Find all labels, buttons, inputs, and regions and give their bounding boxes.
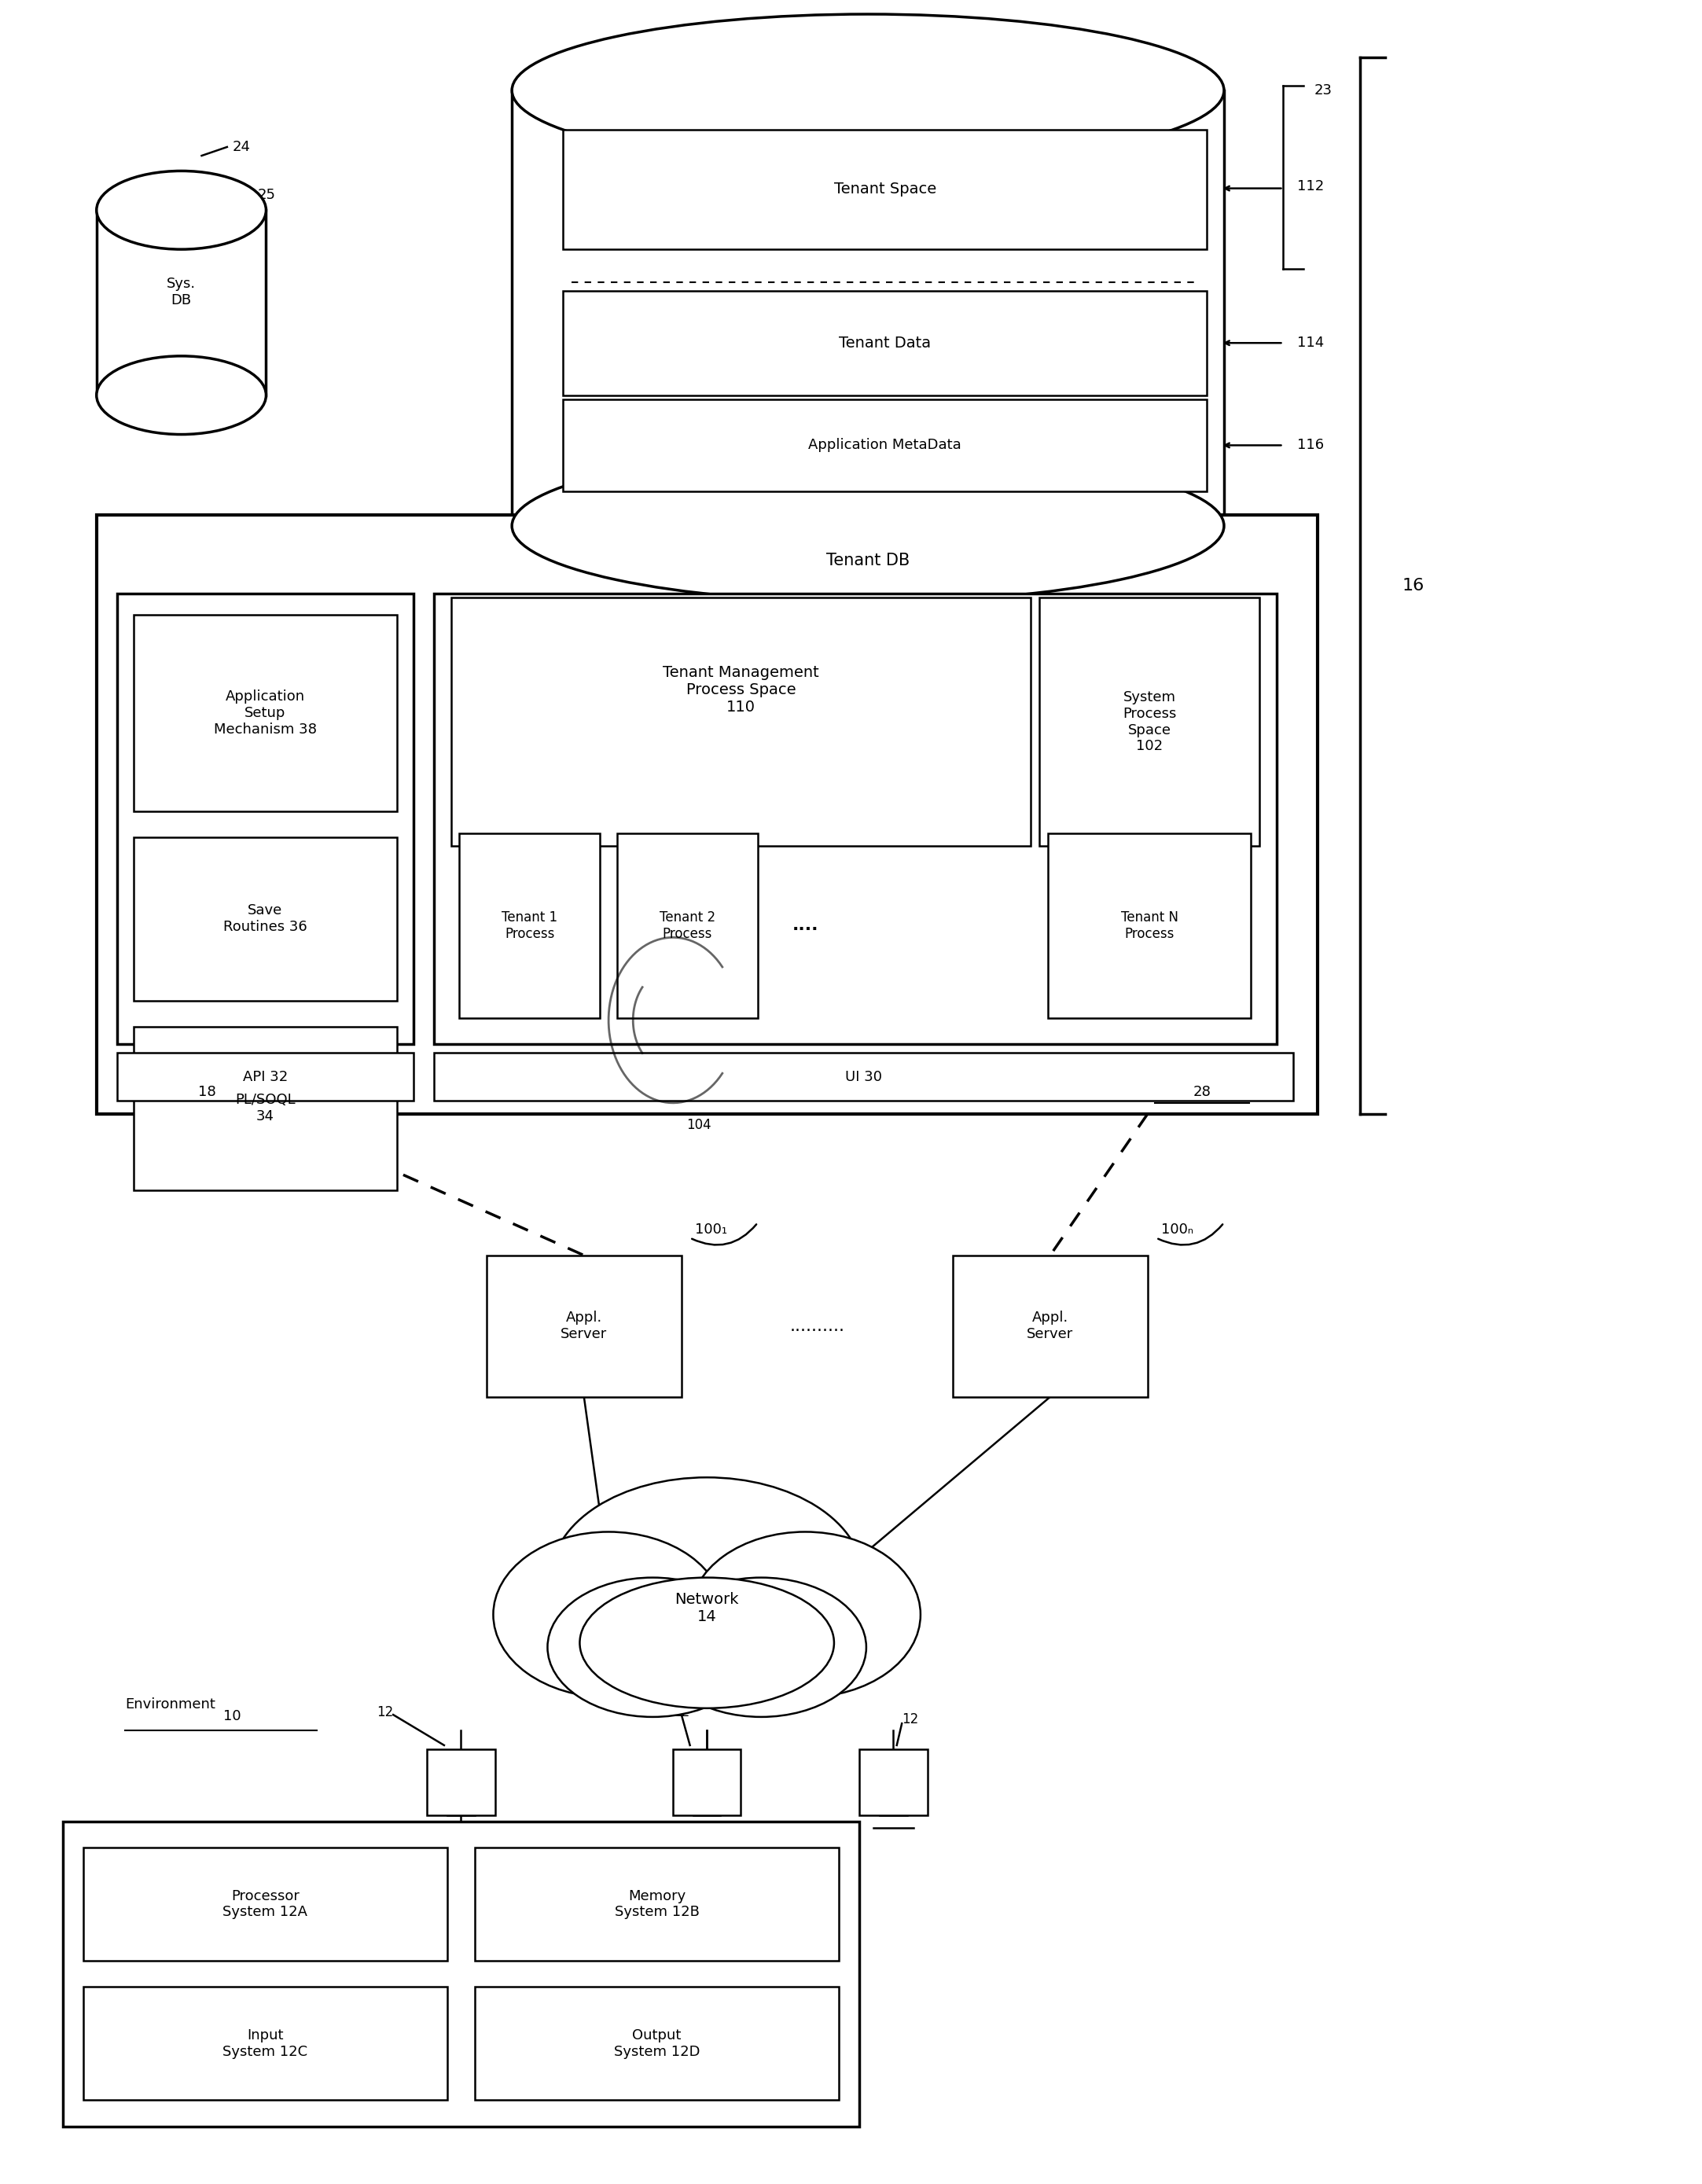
Text: 25: 25 [257,188,276,201]
Ellipse shape [494,1531,723,1697]
Bar [83,1987,448,2101]
Text: PL/SOQL
34: PL/SOQL 34 [235,1092,296,1123]
Text: Tenant Data: Tenant Data [839,336,931,349]
Text: Appl.
Server: Appl. Server [560,1310,608,1341]
Text: UI 30: UI 30 [846,1070,882,1083]
Text: 114: 114 [1297,336,1324,349]
Ellipse shape [689,1531,921,1697]
Text: Input
System 12C: Input System 12C [223,2029,308,2060]
Text: Processor
System 12A: Processor System 12A [223,1889,308,1920]
Bar [563,400,1207,491]
Bar [487,1256,681,1398]
Text: Tenant Management
Process Space
110: Tenant Management Process Space 110 [662,664,819,714]
Bar [434,594,1276,1044]
Text: 28: 28 [1193,1085,1210,1099]
Text: 24: 24 [231,140,250,155]
Text: Appl.
Server: Appl. Server [1026,1310,1074,1341]
Text: Tenant N
Process: Tenant N Process [1120,911,1178,941]
Bar [427,1749,495,1815]
Bar [134,836,397,1000]
Ellipse shape [512,13,1224,166]
Text: Save
Routines 36: Save Routines 36 [223,904,306,935]
Text: Output
System 12D: Output System 12D [614,2029,700,2060]
Ellipse shape [97,170,266,249]
Text: Tenant 1
Process: Tenant 1 Process [502,911,558,941]
Bar [512,90,1224,526]
Ellipse shape [580,1577,834,1708]
Text: 23: 23 [1314,83,1333,98]
Text: Application MetaData: Application MetaData [808,439,962,452]
Text: Tenant Space: Tenant Space [834,181,936,197]
Bar [475,1848,839,1961]
Text: 18: 18 [197,1085,216,1099]
Text: Application
Setup
Mechanism 38: Application Setup Mechanism 38 [214,690,317,736]
Bar [134,1026,397,1190]
Bar [451,598,1031,845]
Text: FIG. 2: FIG. 2 [478,2075,540,2094]
Text: System
Process
Space
102: System Process Space 102 [1123,690,1176,753]
Bar [475,1987,839,2101]
Bar [134,616,397,810]
Text: Memory
System 12B: Memory System 12B [614,1889,700,1920]
Text: 12: 12 [376,1706,393,1719]
Ellipse shape [512,450,1224,603]
Bar [63,1821,860,2127]
Bar [1040,598,1259,845]
Text: 100₁: 100₁ [694,1223,727,1236]
Bar [1048,832,1251,1018]
Text: API 32: API 32 [243,1070,288,1083]
Text: 10: 10 [223,1710,242,1723]
Ellipse shape [548,1577,757,1717]
Text: Network
14: Network 14 [676,1592,739,1625]
Bar [434,1053,1294,1101]
Text: 12: 12 [902,1712,919,1725]
Text: ....: .... [791,917,819,933]
Bar [97,515,1317,1114]
Text: Sys.
DB: Sys. DB [167,277,196,308]
Bar [117,1053,414,1101]
Bar [953,1256,1147,1398]
Bar [672,1749,740,1815]
Text: Tenant DB: Tenant DB [825,553,909,568]
Text: 22: 22 [979,55,999,70]
Text: ..........: .......... [790,1319,844,1334]
Bar [83,1848,448,1961]
Bar [97,210,266,395]
Text: 104: 104 [686,1118,711,1131]
Ellipse shape [655,1577,866,1717]
Bar [618,832,757,1018]
Bar [563,290,1207,395]
Text: 16: 16 [1402,579,1425,594]
Text: Environment: Environment [126,1697,216,1712]
Text: 100ₙ: 100ₙ [1161,1223,1193,1236]
Bar [860,1749,928,1815]
Bar [460,832,601,1018]
Text: 12: 12 [672,1706,689,1719]
Bar [563,129,1207,249]
Ellipse shape [97,356,266,435]
Bar [117,594,414,1044]
Text: 112: 112 [1297,179,1324,192]
Text: Tenant 2
Process: Tenant 2 Process [659,911,715,941]
Ellipse shape [551,1476,863,1677]
Text: 116: 116 [1297,439,1324,452]
